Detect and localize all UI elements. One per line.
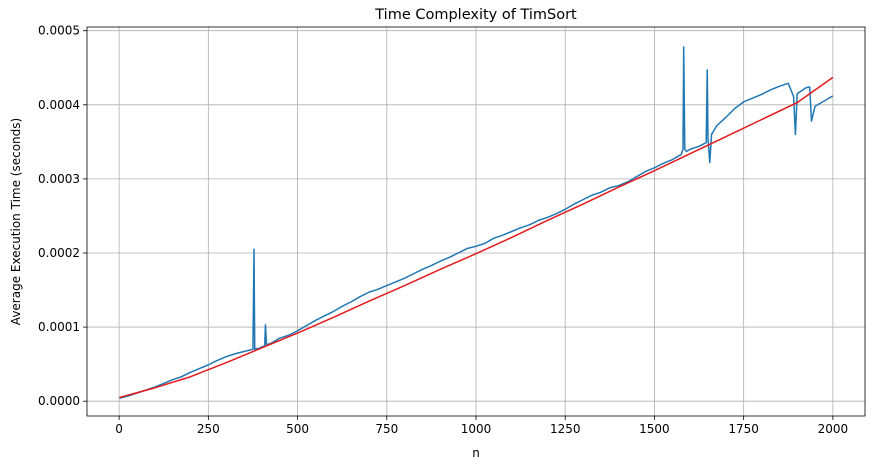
y-tick-label: 0.0002 — [38, 246, 80, 260]
x-tick-label: 750 — [375, 422, 398, 436]
y-tick-label: 0.0005 — [38, 24, 80, 38]
x-tick-label: 2000 — [818, 422, 849, 436]
x-tick-label: 1250 — [550, 422, 581, 436]
series-layer — [119, 46, 834, 399]
x-tick-label: 1500 — [639, 422, 670, 436]
measured-time-line — [119, 46, 834, 399]
y-tick-label: 0.0001 — [38, 320, 80, 334]
chart-title: Time Complexity of TimSort — [374, 7, 577, 23]
fit-curve-line — [119, 76, 834, 399]
y-tick-label: 0.0003 — [38, 172, 80, 186]
x-axis-label: n — [472, 446, 480, 460]
tick-layer: 0 250 500 750 1000 1250 1500 1750 2000 0.0000 0.00… — [38, 24, 848, 436]
y-axis-label: Average Execution Time (seconds) — [9, 118, 23, 325]
x-tick-label: 1750 — [728, 422, 759, 436]
x-tick-label: 0 — [115, 422, 123, 436]
x-tick-label: 500 — [286, 422, 309, 436]
x-tick-label: 250 — [197, 422, 220, 436]
y-tick-label: 0.0004 — [38, 98, 80, 112]
x-tick-label: 1000 — [461, 422, 492, 436]
y-tick-label: 0.0000 — [38, 394, 80, 408]
grid-layer — [87, 27, 865, 416]
